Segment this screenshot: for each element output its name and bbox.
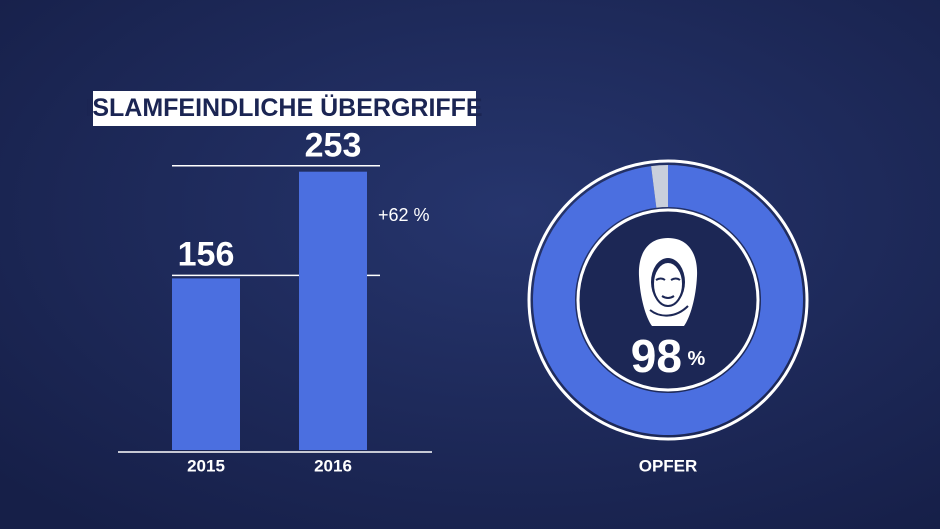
bar bbox=[172, 278, 240, 450]
chart-title: ISLAMFEINDLICHE ÜBERGRIFFE bbox=[85, 93, 482, 122]
annotation: +62 % bbox=[378, 205, 430, 225]
donut-segment bbox=[651, 165, 668, 208]
donut-segment bbox=[533, 165, 804, 435]
value-label: 156 bbox=[178, 235, 235, 273]
ring-border bbox=[527, 159, 809, 441]
value-label: 98 % bbox=[631, 330, 706, 382]
x-tick-label: 2016 bbox=[314, 456, 352, 475]
x-tick-label: 2015 bbox=[187, 456, 225, 475]
bar bbox=[299, 171, 367, 450]
title-box bbox=[93, 91, 476, 126]
value-label: 253 bbox=[305, 127, 362, 165]
pie-label: OPFER bbox=[639, 456, 698, 475]
victim-icon bbox=[638, 238, 698, 326]
